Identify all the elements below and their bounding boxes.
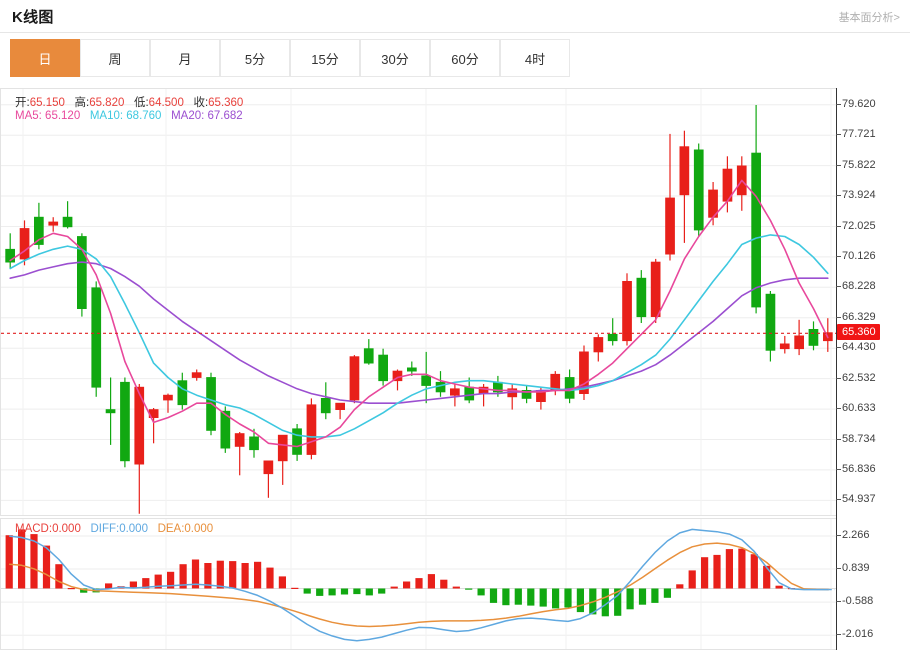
tab-label: 周 xyxy=(108,51,122,67)
axis-divider xyxy=(836,88,837,650)
price-tickmark xyxy=(836,225,841,227)
tab-6[interactable]: 30分 xyxy=(360,39,430,77)
macd-label: MACD: xyxy=(15,523,53,535)
open-value: 65.150 xyxy=(29,97,65,109)
price-tick-label: 70.126 xyxy=(842,249,876,262)
dea-value: 0.000 xyxy=(184,523,214,535)
price-tick-label: 72.025 xyxy=(842,219,876,232)
macd-tick-label: 2.266 xyxy=(842,529,870,541)
price-tickmark xyxy=(836,347,841,349)
ma20-value: 67.682 xyxy=(207,110,243,122)
price-axis: 79.620 77.721 75.822 73.924 72.025 70.126 68.2… xyxy=(836,88,910,650)
timeframe-tabbar: 日 周 月 5分 15分 30分 60分 4时 xyxy=(0,33,910,77)
fundamental-analysis-link[interactable]: 基本面分析> xyxy=(838,12,900,24)
ohlc-readout: 开:65.150 高:65.820 低:64.500 收:65.360 xyxy=(15,94,243,110)
ma-readout: MA5: 65.120 MA10: 68.760 MA20: 67.682 xyxy=(15,110,243,122)
tab-2[interactable]: 周 xyxy=(80,39,150,77)
price-tick-label: 68.228 xyxy=(842,280,876,293)
price-tickmark xyxy=(836,286,841,288)
ma5-label: MA5: xyxy=(15,110,42,122)
page-title: K线图 xyxy=(12,9,54,26)
high-label: 高: xyxy=(74,97,90,109)
low-label: 低: xyxy=(133,97,149,109)
price-tickmark xyxy=(836,164,841,166)
price-tick-label: 58.734 xyxy=(842,432,876,445)
macd-tick-label: 0.839 xyxy=(842,562,870,574)
macd-svg xyxy=(1,519,836,649)
macd-tick-label: -0.588 xyxy=(842,595,874,608)
dea-label: DEA: xyxy=(157,523,185,535)
chart-area: 开:65.150 高:65.820 低:64.500 收:65.360 MA5:… xyxy=(0,88,910,650)
tab-label: 30分 xyxy=(381,51,409,67)
macd-value: 0.000 xyxy=(52,523,81,535)
open-label: 开: xyxy=(15,97,30,109)
price-tick-label: 77.721 xyxy=(842,128,876,141)
tab-3[interactable]: 月 xyxy=(150,39,220,77)
price-tick-label: 54.937 xyxy=(842,493,876,506)
price-tick-label: 66.329 xyxy=(842,310,876,323)
tab-label: 4时 xyxy=(524,51,546,67)
price-tickmark xyxy=(836,195,841,196)
ma10-label: MA10: xyxy=(89,110,124,122)
tab-8[interactable]: 4时 xyxy=(500,39,570,77)
current-price-badge: 65.360 xyxy=(837,324,880,341)
price-tickmark xyxy=(836,255,841,257)
diff-label: DIFF: xyxy=(90,523,120,535)
price-tickmark xyxy=(836,103,841,105)
price-tick-label: 79.620 xyxy=(842,97,876,110)
tab-label: 月 xyxy=(178,51,192,67)
close-label: 收: xyxy=(193,97,209,109)
price-tick-label: 75.822 xyxy=(842,158,876,171)
macd-readout: MACD:0.000 DIFF:0.000 DEA:0.000 xyxy=(15,523,213,535)
ma10-value: 68.760 xyxy=(126,110,162,122)
price-tickmark xyxy=(836,134,841,136)
macd-tickmark xyxy=(836,535,841,536)
price-tick-label: 60.633 xyxy=(842,402,876,415)
tab-label: 日 xyxy=(38,51,52,67)
tab-label: 15分 xyxy=(311,51,339,67)
tab-label: 60分 xyxy=(451,51,479,67)
tab-7[interactable]: 60分 xyxy=(430,39,500,77)
low-value: 64.500 xyxy=(148,97,184,109)
price-tickmark xyxy=(836,316,841,318)
ma5-value: 65.120 xyxy=(45,110,81,122)
macd-tick-label: -2.016 xyxy=(842,628,874,641)
high-value: 65.820 xyxy=(89,97,125,109)
price-tick-label: 56.836 xyxy=(842,462,876,475)
price-tickmark xyxy=(836,377,841,379)
tab-label: 5分 xyxy=(244,51,266,67)
price-tick-label: 64.430 xyxy=(842,341,876,354)
price-chart-panel[interactable]: 开:65.150 高:65.820 低:64.500 收:65.360 MA5:… xyxy=(0,88,836,516)
price-tickmark xyxy=(836,499,841,501)
macd-tickmark xyxy=(836,634,841,636)
price-tickmark xyxy=(836,408,841,410)
close-value: 65.360 xyxy=(208,97,244,109)
macd-tickmark xyxy=(836,601,841,603)
macd-chart-panel[interactable]: MACD:0.000 DIFF:0.000 DEA:0.000 xyxy=(0,518,836,650)
tab-5[interactable]: 15分 xyxy=(290,39,360,77)
ma20-label: MA20: xyxy=(171,110,205,122)
price-tick-label: 73.924 xyxy=(842,189,876,201)
tab-1[interactable]: 日 xyxy=(10,39,80,77)
tab-4[interactable]: 5分 xyxy=(220,39,290,77)
price-tickmark xyxy=(836,468,841,470)
diff-value: 0.000 xyxy=(119,523,148,535)
macd-tickmark xyxy=(836,568,841,569)
price-tickmark xyxy=(836,438,841,440)
page-header: K线图 基本面分析> xyxy=(0,0,910,33)
candlestick-svg xyxy=(1,89,836,515)
price-tick-label: 62.532 xyxy=(842,371,876,384)
